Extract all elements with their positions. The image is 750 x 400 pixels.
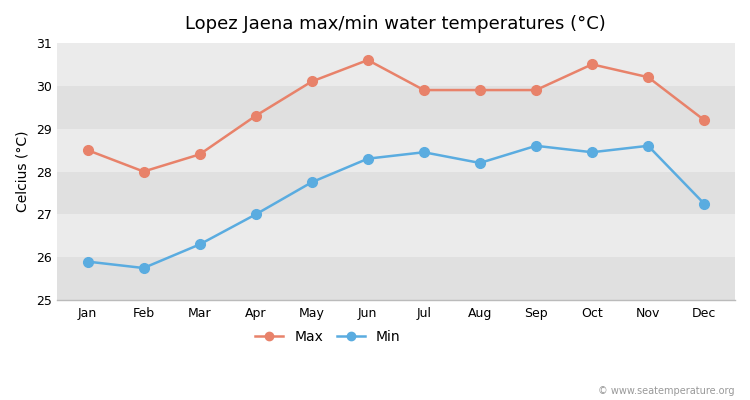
Text: © www.seatemperature.org: © www.seatemperature.org: [598, 386, 735, 396]
Y-axis label: Celcius (°C): Celcius (°C): [15, 131, 29, 212]
Legend: Max, Min: Max, Min: [250, 325, 406, 350]
Bar: [57, 257, 735, 300]
Bar: [57, 129, 735, 172]
Bar: [57, 43, 735, 86]
Bar: [57, 86, 735, 129]
Title: Lopez Jaena max/min water temperatures (°C): Lopez Jaena max/min water temperatures (…: [185, 15, 606, 33]
Bar: [57, 214, 735, 257]
Bar: [57, 172, 735, 214]
